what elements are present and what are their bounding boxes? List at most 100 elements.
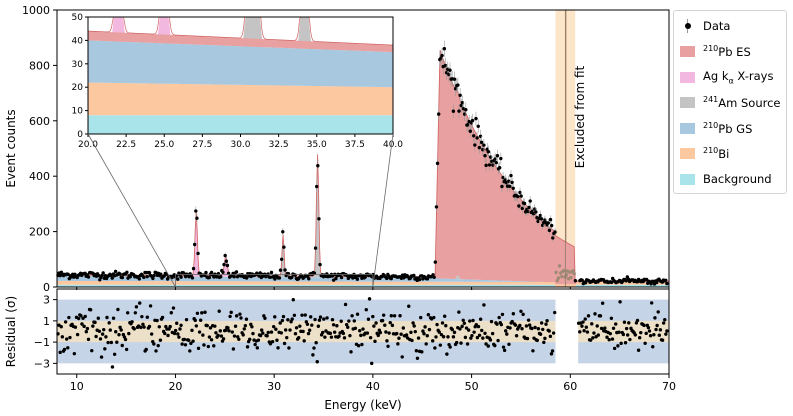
residual-point — [656, 310, 660, 314]
residual-point — [415, 356, 420, 360]
data-point — [554, 270, 558, 275]
residual-point — [358, 329, 362, 333]
data-point — [221, 270, 225, 274]
residual-point — [341, 331, 346, 336]
legend-swatch — [680, 173, 695, 185]
residual-point — [545, 319, 549, 323]
legend-label: Background — [703, 172, 772, 186]
residual-point — [187, 338, 191, 342]
residual-excluded-gap — [555, 289, 579, 374]
x-tick-label: 60 — [563, 380, 577, 393]
data-point — [218, 275, 223, 279]
residual-point — [364, 308, 368, 312]
residual-point — [355, 312, 360, 316]
residual-point — [160, 315, 165, 320]
residual-point — [297, 336, 301, 340]
residual-point — [82, 324, 86, 329]
data-point — [476, 124, 480, 128]
data-point — [528, 199, 532, 203]
residual-point — [217, 309, 221, 313]
residual-point — [531, 349, 535, 353]
data-point — [313, 246, 318, 250]
residual-point — [205, 323, 209, 328]
residual-point — [239, 316, 243, 320]
residual-point — [120, 343, 124, 348]
residual-point — [238, 312, 242, 316]
residual-point — [214, 331, 218, 335]
data-point — [152, 273, 156, 278]
legend-label: 210Bi — [703, 146, 729, 161]
data-point — [435, 161, 440, 166]
data-point — [128, 275, 132, 279]
legend-text: Pb ES — [718, 44, 751, 59]
residual-point — [361, 327, 365, 331]
data-point — [224, 259, 229, 263]
residual-point — [114, 330, 118, 334]
residual-point — [147, 324, 152, 329]
data-point — [194, 209, 198, 213]
residual-point — [196, 346, 201, 351]
residual-point — [106, 340, 110, 345]
y-tick-label: 200 — [29, 226, 50, 239]
legend-swatch — [680, 97, 695, 108]
residual-point — [593, 312, 597, 316]
residual-point — [543, 336, 547, 341]
residual-point — [233, 324, 238, 328]
data-point — [655, 280, 659, 285]
data-point — [339, 275, 344, 280]
main-plot-frame — [56, 9, 670, 288]
residual-point — [454, 340, 459, 345]
residual-point — [527, 323, 532, 327]
data-point — [283, 268, 287, 272]
residual-point — [231, 347, 236, 351]
residual-point — [294, 326, 299, 330]
inset-y-tick-label: 20 — [72, 83, 84, 93]
data-point — [244, 276, 249, 280]
residual-point — [380, 318, 385, 323]
residual-point — [483, 331, 487, 335]
residual-point — [134, 305, 139, 309]
residual-point — [216, 333, 220, 338]
residual-point — [316, 324, 321, 328]
residual-point — [488, 338, 493, 342]
residual-point — [499, 322, 504, 327]
residual-point — [535, 338, 539, 343]
legend-text: Pb GS — [718, 121, 753, 136]
data-point — [562, 269, 566, 273]
residual-point — [472, 330, 476, 334]
residual-point — [182, 337, 187, 342]
residual-point — [619, 341, 623, 346]
residual-point — [626, 333, 630, 337]
data-point — [572, 272, 576, 276]
residual-point — [73, 325, 78, 329]
data-point — [223, 253, 227, 258]
residual-point — [109, 340, 114, 345]
y-tick-label: 1000 — [22, 4, 50, 17]
data-point — [456, 83, 460, 87]
residual-point — [610, 337, 615, 341]
residual-point — [539, 321, 544, 325]
residual-point — [275, 338, 279, 342]
data-point — [145, 274, 149, 279]
data-point — [472, 134, 476, 138]
residual-point — [269, 330, 274, 334]
residual-point — [311, 353, 315, 357]
residual-point — [514, 334, 519, 338]
residual-point — [599, 326, 604, 331]
residual-point — [268, 342, 273, 346]
residual-point — [464, 326, 469, 330]
residual-point — [194, 324, 199, 328]
legend: Data 210Pb ES Ag kα X-rays 241Am Source 210P… — [673, 10, 787, 194]
data-point — [225, 263, 230, 268]
residual-point — [266, 330, 270, 335]
data-point — [649, 282, 653, 286]
data-point — [555, 278, 560, 283]
residual-point — [462, 321, 467, 325]
residual-point — [588, 338, 593, 342]
residual-point — [608, 331, 612, 336]
residual-point — [507, 342, 511, 346]
residual-point — [273, 315, 277, 319]
residual-point — [384, 330, 388, 334]
residual-point — [448, 345, 452, 349]
residual-point — [228, 314, 232, 319]
